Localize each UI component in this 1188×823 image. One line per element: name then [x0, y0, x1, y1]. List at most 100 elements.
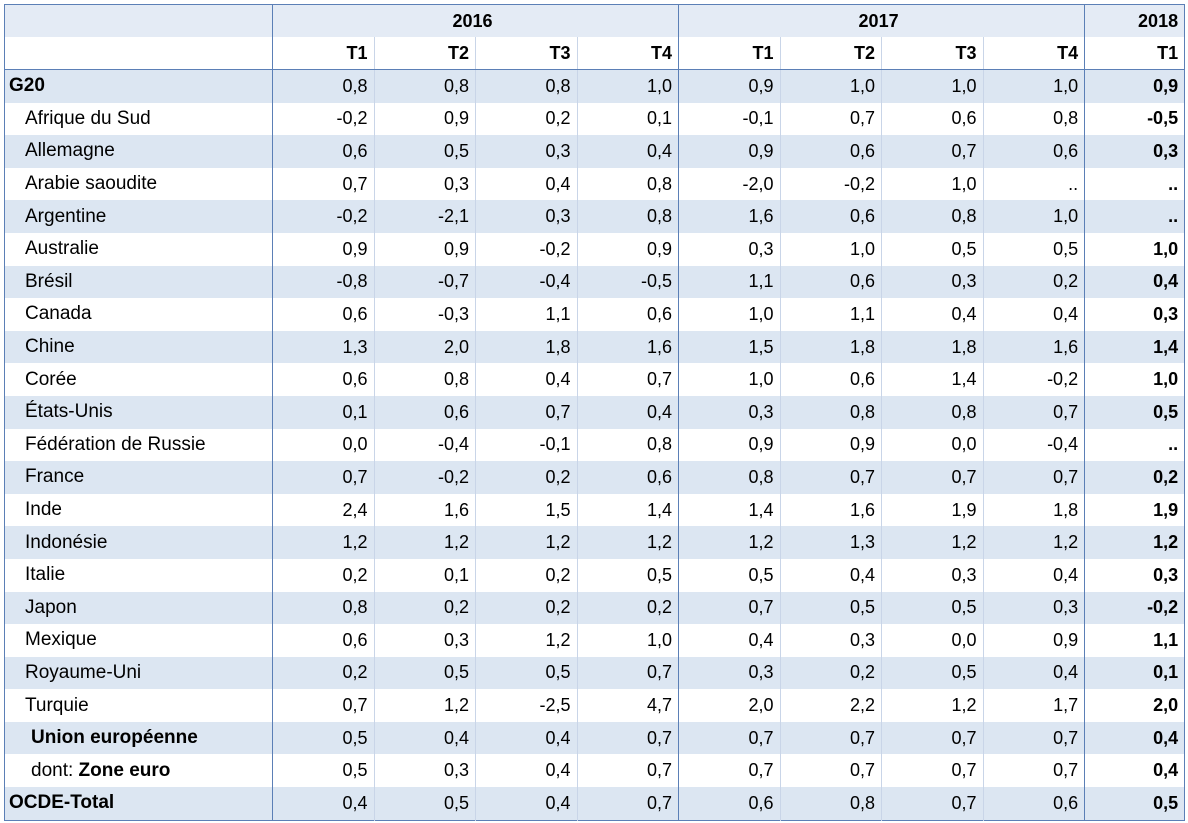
- value-cell: -0,2: [780, 167, 883, 201]
- row-label-cell: Afrique du Sud: [4, 102, 273, 136]
- value-cell: 2,0: [678, 689, 781, 722]
- value-cell: 0,2: [983, 265, 1086, 299]
- value-cell: 1,0: [881, 167, 984, 201]
- value-cell: -0,5: [577, 265, 680, 299]
- quarter-header: T3: [881, 37, 984, 70]
- value-cell: 0,7: [881, 461, 984, 494]
- row-label-cell: Mexique: [4, 624, 273, 657]
- value-cell: 2,0: [374, 330, 476, 364]
- table-row: France 0,7 -0,2 0,2 0,6 0,8 0,7 0,7 0,7 0,2: [4, 461, 1185, 494]
- table-row: Italie 0,2 0,1 0,2 0,5 0,5 0,4 0,3 0,4 0,3: [4, 558, 1185, 592]
- value-cell: 1,0: [1153, 238, 1179, 259]
- table-row: Allemagne 0,6 0,5 0,3 0,4 0,9 0,6 0,7 0,6 0,3: [4, 135, 1185, 168]
- value-cell: 0,2: [577, 591, 680, 625]
- value-cell: 4,7: [577, 689, 680, 722]
- value-cell: 0,4: [1084, 721, 1185, 755]
- value-cell: 1,5: [475, 493, 578, 527]
- value-cell: 0,4: [1153, 760, 1179, 781]
- table-row: Japon 0,8 0,2 0,2 0,2 0,7 0,5 0,5 0,3 -0,2: [4, 591, 1185, 625]
- row-label-cell: France: [4, 461, 273, 494]
- value-cell: 0,8: [577, 167, 680, 201]
- value-cell: 1,8: [780, 330, 883, 364]
- value-cell: 0,3: [780, 624, 883, 657]
- value-cell: 0,6: [780, 135, 883, 168]
- value-cell: 0,5: [475, 656, 578, 690]
- value-cell: 2,4: [272, 493, 375, 527]
- row-label: Canada: [25, 303, 92, 325]
- row-label: OCDE-Total: [9, 792, 115, 814]
- value-cell: 0,5: [272, 721, 375, 755]
- row-label: Turquie: [25, 694, 89, 716]
- value-cell: 1,2: [881, 689, 984, 722]
- value-cell: 1,4: [881, 363, 984, 396]
- value-cell: 1,3: [272, 330, 375, 364]
- value-cell: -0,3: [374, 298, 476, 331]
- value-cell: 0,7: [881, 754, 984, 788]
- value-cell: 0,6: [374, 395, 476, 429]
- value-cell: ..: [983, 167, 1086, 201]
- quarter-header: T1: [272, 37, 375, 70]
- value-cell: 0,8: [374, 363, 476, 396]
- row-label-cell: Chine: [4, 330, 273, 364]
- row-label: Italie: [25, 564, 66, 586]
- value-cell: 0,1: [577, 102, 680, 136]
- value-cell: 0,7: [678, 721, 781, 755]
- value-cell: 0,5: [983, 232, 1086, 266]
- value-cell: 0,2: [374, 591, 476, 625]
- table-row: G20 0,8 0,8 0,8 1,0 0,9 1,0 1,0 1,0 0,9: [4, 69, 1185, 103]
- row-label-cell: Union européenne: [4, 721, 273, 755]
- value-cell: -0,2: [983, 363, 1086, 396]
- value-cell: -0,2: [1084, 591, 1185, 625]
- row-label: États-Unis: [25, 401, 113, 423]
- value-cell: 0,6: [577, 298, 680, 331]
- table-row: États-Unis 0,1 0,6 0,7 0,4 0,3 0,8 0,8 0,7 0,5: [4, 395, 1185, 429]
- value-cell: 0,7: [272, 689, 375, 722]
- row-label: Indonésie: [25, 531, 108, 553]
- value-cell: 0,4: [983, 558, 1086, 592]
- value-cell: 0,7: [678, 754, 781, 788]
- year-header: 2016: [272, 4, 680, 37]
- value-cell: 0,2: [272, 558, 375, 592]
- row-label-cell: G20: [4, 69, 273, 103]
- value-cell: -0,4: [983, 428, 1086, 462]
- value-cell: 1,1: [780, 298, 883, 331]
- value-cell: 0,7: [881, 135, 984, 168]
- value-cell: ..: [1084, 200, 1185, 233]
- value-cell: 1,5: [678, 330, 781, 364]
- value-cell: 0,1: [374, 558, 476, 592]
- value-cell: 0,5: [780, 591, 883, 625]
- value-cell: 0,3: [678, 656, 781, 690]
- value-cell: 0,4: [577, 135, 680, 168]
- value-cell: 0,5: [272, 754, 375, 788]
- value-cell: 1,0: [983, 200, 1086, 233]
- value-cell: 1,6: [577, 330, 680, 364]
- row-label-cell: Indonésie: [4, 526, 273, 559]
- value-cell: 1,0: [577, 69, 680, 103]
- quarter-header: T2: [374, 37, 476, 70]
- year-header-row: 2016 2017 2018: [4, 4, 1185, 37]
- quarter-header-row: T1 T2 T3 T4 T1 T2 T3 T4 T1: [4, 37, 1185, 70]
- value-cell: 0,2: [1084, 461, 1185, 494]
- value-cell: 1,6: [983, 330, 1086, 364]
- year-header: 2018: [1084, 4, 1185, 37]
- value-cell: 0,7: [881, 787, 984, 821]
- value-cell: 0,8: [780, 395, 883, 429]
- value-cell: 1,2: [983, 526, 1086, 559]
- value-cell: 0,3: [983, 591, 1086, 625]
- value-cell: 0,9: [272, 232, 375, 266]
- value-cell: -2,5: [475, 689, 578, 722]
- value-cell: 1,4: [577, 493, 680, 527]
- value-cell: 1,1: [678, 265, 781, 299]
- row-label-cell: Allemagne: [4, 135, 273, 168]
- value-cell: 0,6: [577, 461, 680, 494]
- value-cell: 0,6: [678, 787, 781, 821]
- table-row: Fédération de Russie 0,0 -0,4 -0,1 0,8 0,9 0,9…: [4, 428, 1185, 462]
- value-cell: 1,7: [983, 689, 1086, 722]
- row-label: Brésil: [25, 270, 73, 292]
- value-cell: 0,3: [475, 200, 578, 233]
- value-cell: 0,2: [475, 558, 578, 592]
- value-cell: 0,3: [1084, 135, 1185, 168]
- value-cell: 1,8: [881, 330, 984, 364]
- table-row: Mexique 0,6 0,3 1,2 1,0 0,4 0,3 0,0 0,9 1,1: [4, 624, 1185, 657]
